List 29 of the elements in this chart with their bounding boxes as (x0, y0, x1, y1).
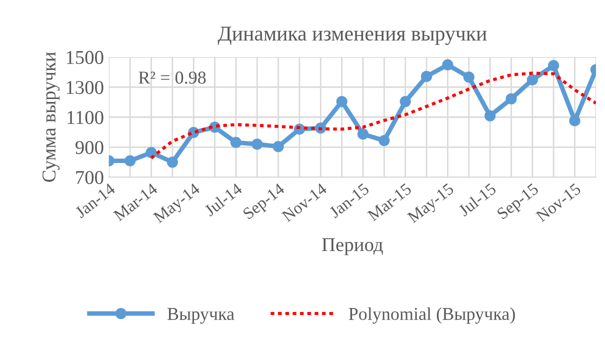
annotation: R² = 0.98 (138, 72, 206, 84)
point (463, 72, 474, 83)
point (548, 60, 560, 72)
point (252, 138, 263, 150)
point (124, 155, 136, 166)
chart-title: Динамика изменения выручки (218, 26, 487, 45)
point (526, 74, 538, 86)
point (166, 156, 178, 168)
y-tick-label: 1300 (66, 80, 104, 94)
point (230, 136, 242, 148)
point (442, 59, 454, 70)
point (146, 146, 157, 158)
point (272, 140, 284, 152)
point (378, 134, 390, 146)
point (336, 96, 348, 108)
y-tick-label: 1100 (68, 110, 104, 124)
point (357, 128, 369, 140)
y-tick-label: 900 (76, 140, 104, 154)
legend-label: Выручка (167, 308, 234, 324)
point (506, 93, 517, 104)
y-tick-label: 1500 (66, 50, 104, 64)
point (400, 96, 411, 108)
x-axis-title: Период (322, 238, 383, 256)
point (569, 115, 580, 126)
point (420, 70, 432, 82)
legend-label: Polynomial (Выручка) (348, 307, 515, 324)
y-tick-label: 700 (76, 170, 104, 184)
y-axis-title: Сумма выручки (42, 52, 60, 182)
point (484, 110, 496, 122)
